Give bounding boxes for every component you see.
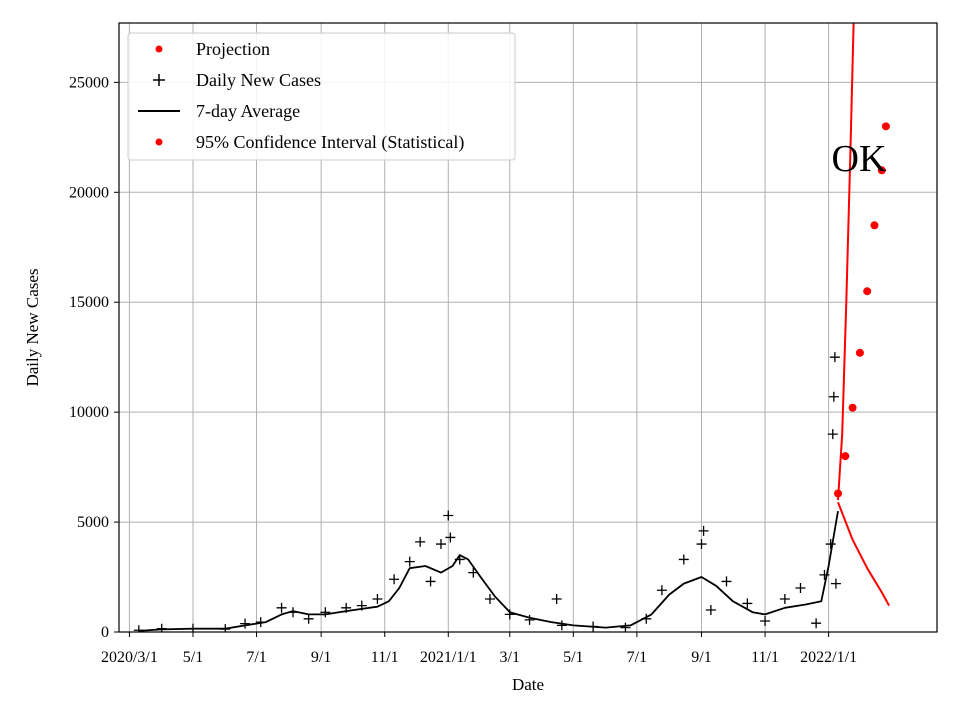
daily-new-cases-point [276,602,287,613]
daily-new-cases-point [825,539,836,550]
projection-point [863,287,872,296]
x-tick-label: 3/1 [500,649,520,666]
y-tick-label: 10000 [69,404,109,421]
daily-new-cases-point [588,621,599,632]
daily-new-cases-point [415,536,426,547]
daily-new-cases-point [556,620,567,631]
x-tick-label: 2022/1/1 [800,649,857,666]
plot-frame [118,22,938,633]
plot-area [133,23,890,632]
daily-new-cases-point [468,567,479,578]
daily-new-cases-point [760,616,771,627]
daily-new-cases-point [255,617,266,628]
tick-layer: 2020/3/1 5/1 7/1 9/1 11/1 2021/1/1 3/1 5/1 7/1 9/… [69,74,857,666]
legend-label: 7-day Average [196,101,300,121]
x-tick-label: 7/1 [246,649,266,666]
legend-box [127,32,516,161]
daily-new-cases-point [696,539,707,550]
daily-new-cases-point [425,576,436,587]
y-tick-label: 20000 [69,184,109,201]
daily-new-cases-point [827,429,838,440]
daily-new-cases-point [445,532,456,543]
confidence-interval-lower-line [837,501,890,607]
legend-item: 7-day Average [138,101,300,121]
projection-point [834,489,843,498]
confidence-interval-upper-line [837,23,855,501]
x-tick-label: 11/1 [371,649,399,666]
daily-new-cases-point [551,594,562,605]
daily-new-cases-point [484,594,495,605]
daily-new-cases-point [698,525,709,536]
daily-new-cases-point [742,598,753,609]
projection-point [877,166,886,175]
annotation-text: OK [832,138,887,180]
y-tick-label: 0 [101,624,109,641]
daily-new-cases-point [779,594,790,605]
x-tick-label: 2020/3/1 [101,649,158,666]
daily-new-cases-point [220,624,231,632]
daily-new-cases-point [288,607,299,618]
daily-new-cases-point [828,391,839,402]
series-layer [133,23,890,632]
y-axis-label: Daily New Cases [23,268,42,386]
legend-item: Daily New Cases [153,70,321,90]
daily-new-cases-point [320,607,331,618]
legend-label: Projection [196,39,270,59]
x-tick-label: 9/1 [311,649,331,666]
legend-dot-marker [155,45,163,53]
projection-point [848,403,857,412]
legend: Projection Daily New Cases 7-day Average 95… [127,32,516,161]
x-tick-label: 11/1 [751,649,779,666]
x-axis-label: Date [512,675,544,694]
daily-new-cases-point [656,585,667,596]
daily-new-cases-point [443,510,454,521]
y-tick-label: 25000 [69,74,109,91]
projection-point [870,221,879,230]
legend-item: 95% Confidence Interval (Statistical) [155,132,464,153]
daily-new-cases-point [372,594,383,605]
daily-new-cases-point [795,583,806,594]
daily-new-cases-point [341,602,352,613]
legend-items: Projection Daily New Cases 7-day Average 95… [138,39,464,153]
y-tick-label: 15000 [69,294,109,311]
daily-new-cases-point [389,574,400,585]
daily-new-cases-point [356,600,367,611]
daily-new-cases-point [133,625,144,632]
legend-plus-marker [153,74,165,86]
y-tick-label: 5000 [77,514,109,531]
daily-new-cases-point [678,554,689,565]
legend-label: 95% Confidence Interval (Statistical) [196,132,464,153]
daily-new-cases-point [187,623,198,632]
daily-new-cases-point [721,576,732,587]
projection-point [881,122,890,131]
x-tick-label: 7/1 [627,649,647,666]
x-tick-label: 9/1 [691,649,711,666]
x-tick-label: 2021/1/1 [420,649,477,666]
daily-new-cases-point [240,618,251,629]
legend-item: Projection [155,39,270,59]
daily-new-cases-point [404,556,415,567]
legend-label: Daily New Cases [196,70,321,90]
projection-point [855,348,864,357]
daily-new-cases-point [829,352,840,363]
daily-new-cases-point [156,623,167,632]
daily-new-cases-point [524,614,535,625]
daily-new-cases-point [811,618,822,629]
daily-new-cases-point [830,578,841,589]
daily-new-cases-point [454,554,465,565]
daily-new-cases-point [435,539,446,550]
projection-point [841,452,850,461]
daily-new-cases-point [303,613,314,624]
daily-new-cases-point [705,605,716,616]
x-tick-label: 5/1 [563,649,583,666]
legend-dot-marker [155,138,163,146]
daily-new-cases-point [641,613,652,624]
daily-new-cases-point [504,609,515,620]
daily-new-cases-point [819,569,830,580]
x-tick-label: 5/1 [183,649,203,666]
daily-new-cases-point [620,622,631,632]
